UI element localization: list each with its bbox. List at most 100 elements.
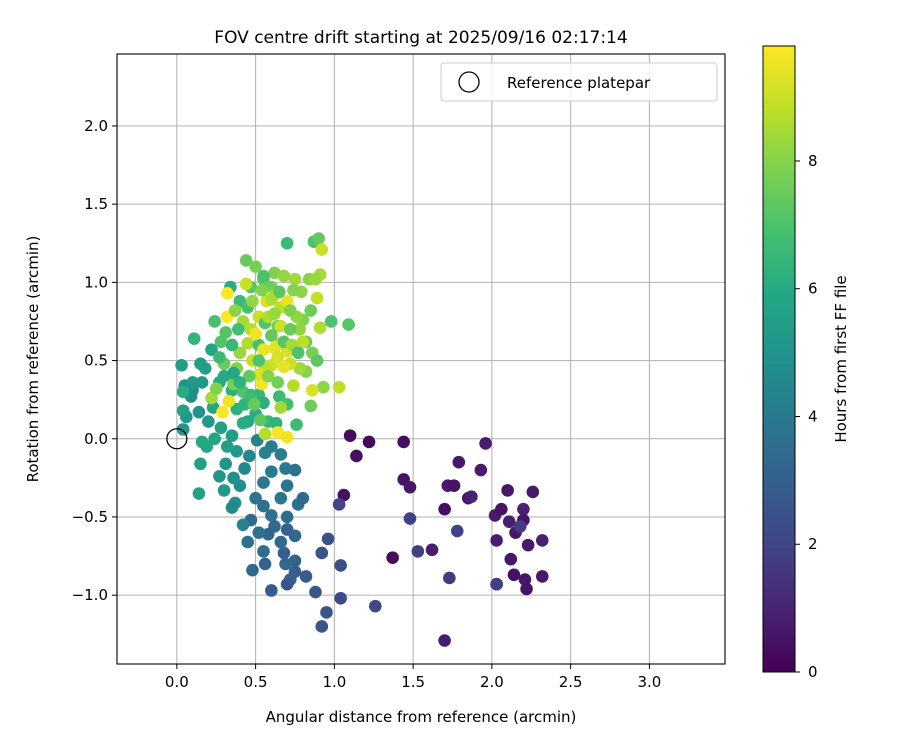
y-tick-label: −1.0	[72, 586, 108, 604]
legend-reference-icon	[458, 71, 480, 93]
data-point	[450, 524, 464, 538]
data-point	[309, 585, 322, 599]
data-point	[293, 322, 307, 336]
data-point	[258, 557, 272, 571]
data-point	[310, 291, 324, 305]
data-point	[265, 465, 278, 478]
data-point	[502, 515, 516, 528]
data-point	[175, 358, 188, 372]
data-point	[249, 260, 262, 274]
x-axis-label: Angular distance from reference (arcmin)	[266, 708, 577, 726]
data-point	[233, 346, 247, 360]
data-point	[334, 592, 347, 605]
x-tick-label: 1.5	[401, 673, 425, 691]
data-point	[239, 254, 253, 267]
grid-lines	[117, 54, 725, 664]
data-point	[279, 462, 292, 475]
data-point	[214, 421, 228, 435]
data-point	[443, 571, 456, 585]
data-point	[280, 577, 294, 591]
data-point	[474, 463, 488, 477]
colorbar-gradient	[762, 45, 796, 673]
data-point	[257, 343, 270, 356]
data-point	[216, 405, 229, 419]
data-point	[230, 444, 244, 458]
data-point	[238, 398, 251, 411]
data-point	[195, 435, 209, 449]
legend-entry-reference: Reference platepar	[507, 74, 651, 92]
data-point	[243, 449, 256, 463]
data-point	[261, 527, 275, 541]
data-point	[315, 620, 329, 633]
data-point	[220, 287, 234, 300]
data-point	[495, 502, 508, 516]
data-point	[225, 501, 239, 514]
x-tick-label: 2.0	[480, 673, 504, 691]
data-point	[279, 557, 292, 571]
data-point	[513, 520, 527, 533]
data-point	[479, 437, 492, 450]
data-point	[317, 380, 330, 394]
data-point	[321, 532, 335, 546]
data-point	[447, 479, 461, 492]
data-point	[265, 584, 278, 597]
data-point	[310, 354, 324, 367]
data-point	[312, 232, 325, 245]
data-point	[277, 360, 291, 374]
data-point	[217, 369, 231, 383]
data-point	[195, 376, 209, 389]
data-point	[252, 354, 266, 367]
x-tick-label: 3.0	[637, 673, 661, 691]
data-point	[257, 269, 270, 283]
data-point	[258, 427, 272, 441]
data-point	[324, 315, 338, 328]
data-point	[526, 485, 540, 499]
colorbar-tick-label: 4	[808, 407, 818, 425]
y-tick-label: 0.0	[84, 430, 108, 448]
data-point	[208, 315, 221, 328]
data-point	[176, 385, 190, 399]
data-point	[236, 518, 250, 532]
data-point	[265, 509, 278, 522]
data-point	[269, 416, 283, 430]
data-point	[490, 577, 503, 591]
data-point	[521, 538, 535, 552]
data-point	[233, 376, 247, 389]
legend-box	[440, 62, 718, 102]
data-point	[241, 535, 255, 549]
data-point	[239, 277, 253, 291]
data-point	[288, 272, 302, 286]
data-point	[315, 243, 329, 256]
data-point	[228, 304, 242, 317]
data-point	[246, 563, 259, 577]
x-tick-label: 0.5	[244, 673, 268, 691]
data-point	[219, 457, 232, 471]
x-tick-label: 2.5	[559, 673, 583, 691]
data-point	[277, 269, 291, 283]
colorbar-tick-label: 6	[808, 280, 818, 298]
data-point	[438, 502, 451, 516]
data-point	[257, 476, 270, 489]
data-point	[176, 404, 190, 417]
data-point	[194, 457, 207, 471]
colorbar-ticks: 0 2 4 6 8	[795, 152, 818, 681]
data-point	[369, 599, 382, 613]
data-point	[288, 529, 302, 543]
y-tick-label: 1.5	[84, 195, 108, 213]
data-point	[254, 413, 267, 427]
data-point	[411, 545, 425, 558]
data-point	[205, 343, 218, 356]
data-point	[271, 376, 284, 389]
data-point	[507, 568, 521, 582]
data-point	[258, 446, 272, 460]
data-point	[214, 335, 228, 349]
data-point	[438, 634, 451, 647]
data-point	[280, 236, 294, 250]
data-point	[220, 440, 234, 453]
data-point	[268, 266, 281, 280]
data-point	[342, 318, 355, 331]
y-axis-ticks: −1.0 −0.5 0.0 0.5 1.0 1.5 2.0	[72, 117, 117, 604]
data-point	[299, 570, 313, 583]
reference-marker	[166, 428, 188, 450]
data-point	[315, 546, 329, 560]
